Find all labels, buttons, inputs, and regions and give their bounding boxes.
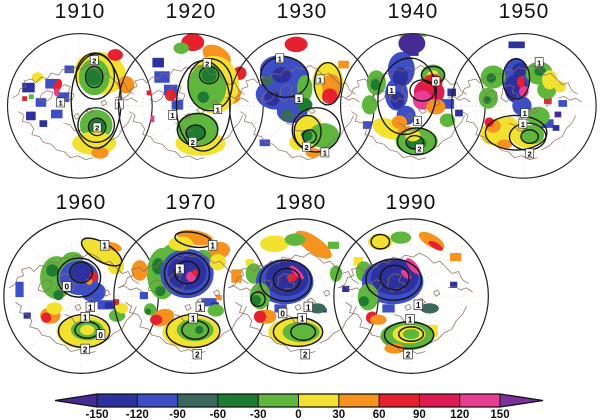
colorbar-tick-label: 30 [332,409,345,420]
year-label-1990: 1990 [385,191,437,214]
colorbar-tick-label: 120 [450,409,469,420]
year-label-1950: 1950 [498,0,550,23]
contour-label: 2 [83,345,88,354]
contour-label: 1 [216,106,221,115]
colorbar-tick-label: -30 [250,409,267,420]
contour-label: 1 [537,58,542,67]
polar-map-1910: 2 1 1 2 [7,33,153,179]
colorbar-tick-label: -150 [85,409,108,420]
contour-label: 1 [300,314,305,323]
contour-label: 2 [92,57,96,66]
contour-label: 0 [98,331,103,340]
polar-map-1930: 1 1 1 2 1 [229,33,375,179]
contour-label: 2 [205,59,209,68]
colorbar-tick-label: 0 [295,409,301,420]
map-panel-1920: 2 1 1 2 [114,29,268,183]
contour-label: 2 [528,150,532,159]
contour-label: 1 [198,303,203,312]
contour-label: 1 [523,109,528,118]
colorbar-arrow-right [500,394,543,407]
contour-label: 1 [278,55,283,64]
map-panel-1910: 2 1 1 2 [3,29,157,183]
contour-label: 2 [303,350,308,359]
contour-label: 0 [280,309,285,318]
contour-label: 2 [195,350,200,359]
contour-label: 2 [95,124,99,133]
colorbar-tick-label: -90 [169,409,186,420]
contour-label: 1 [416,301,421,310]
contour-label: 1 [297,95,302,104]
colorbar-tick-label: 150 [490,409,509,420]
polar-map-1950: 1 1 1 2 [451,33,597,179]
colorbar-segment [379,394,420,407]
contour-label: 1 [102,242,107,251]
colorbar-segment [177,394,218,407]
year-label-1920: 1920 [165,0,217,23]
contour-label: 1 [408,315,413,324]
map-panel-1930: 1 1 1 2 1 [225,29,379,183]
polar-map-1920: 2 1 1 2 [118,33,264,179]
year-label-1980: 1980 [275,191,327,214]
contour-label: 1 [117,101,122,110]
colorbar-segment [419,394,460,407]
contour-label: 1 [323,149,328,158]
polar-map-1980: 1 0 1 2 [223,218,379,374]
colorbar-segment [298,394,339,407]
colorbar: -150 -120 -90 -60 -30 0 30 60 90 120 150 [54,393,544,420]
colorbar-tick-label: 60 [373,409,386,420]
colorbar-tick-label: -60 [210,409,227,420]
colorbar-tick-label: 90 [413,409,426,420]
contour-label: 2 [191,138,195,147]
contour-label: 1 [306,303,311,312]
contour-label: 1 [191,314,196,323]
contour-label: 1 [83,313,88,322]
year-label-1930: 1930 [276,0,328,23]
contour-label: 2 [305,143,309,152]
map-panel-1950: 1 1 1 2 [447,29,600,183]
contour-label: 1 [210,242,215,251]
contour-label: 1 [177,265,182,274]
year-label-1910: 1910 [54,0,106,23]
year-label-1970: 1970 [165,191,217,214]
colorbar-segment [338,394,380,407]
colorbar-segment [217,394,259,407]
colorbar-segment [258,394,299,407]
contour-label: 2 [406,350,411,359]
year-label-1940: 1940 [387,0,439,23]
contour-label: 1 [171,111,176,120]
year-label-1960: 1960 [55,191,107,214]
colorbar-segment [97,394,138,407]
contour-label: 2 [418,145,422,154]
colorbar-segment [137,394,178,407]
contour-label: 1 [416,117,421,126]
polar-map-1990: 11 2 [333,218,489,374]
contour-label: 1 [521,120,526,129]
contour-label: 1 [318,76,323,85]
colorbar-arrow-left [55,394,97,407]
map-panel-1940: 0 1 1 2 [336,29,490,183]
polar-map-1940: 0 1 1 2 [340,33,486,179]
contour-label: 1 [390,86,395,95]
map-panel-1980: 1 0 1 2 [219,214,383,378]
contour-label: 0 [434,78,438,87]
colorbar-segment [459,394,500,407]
colorbar-outline [54,393,544,408]
contour-label: 1 [88,303,93,312]
contour-label: 1 [59,99,64,108]
colorbar-tick-label: -120 [126,409,149,420]
contour-label: 0 [64,283,69,292]
